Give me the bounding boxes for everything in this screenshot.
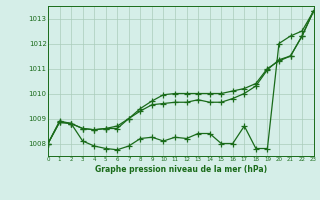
X-axis label: Graphe pression niveau de la mer (hPa): Graphe pression niveau de la mer (hPa) [95, 165, 267, 174]
